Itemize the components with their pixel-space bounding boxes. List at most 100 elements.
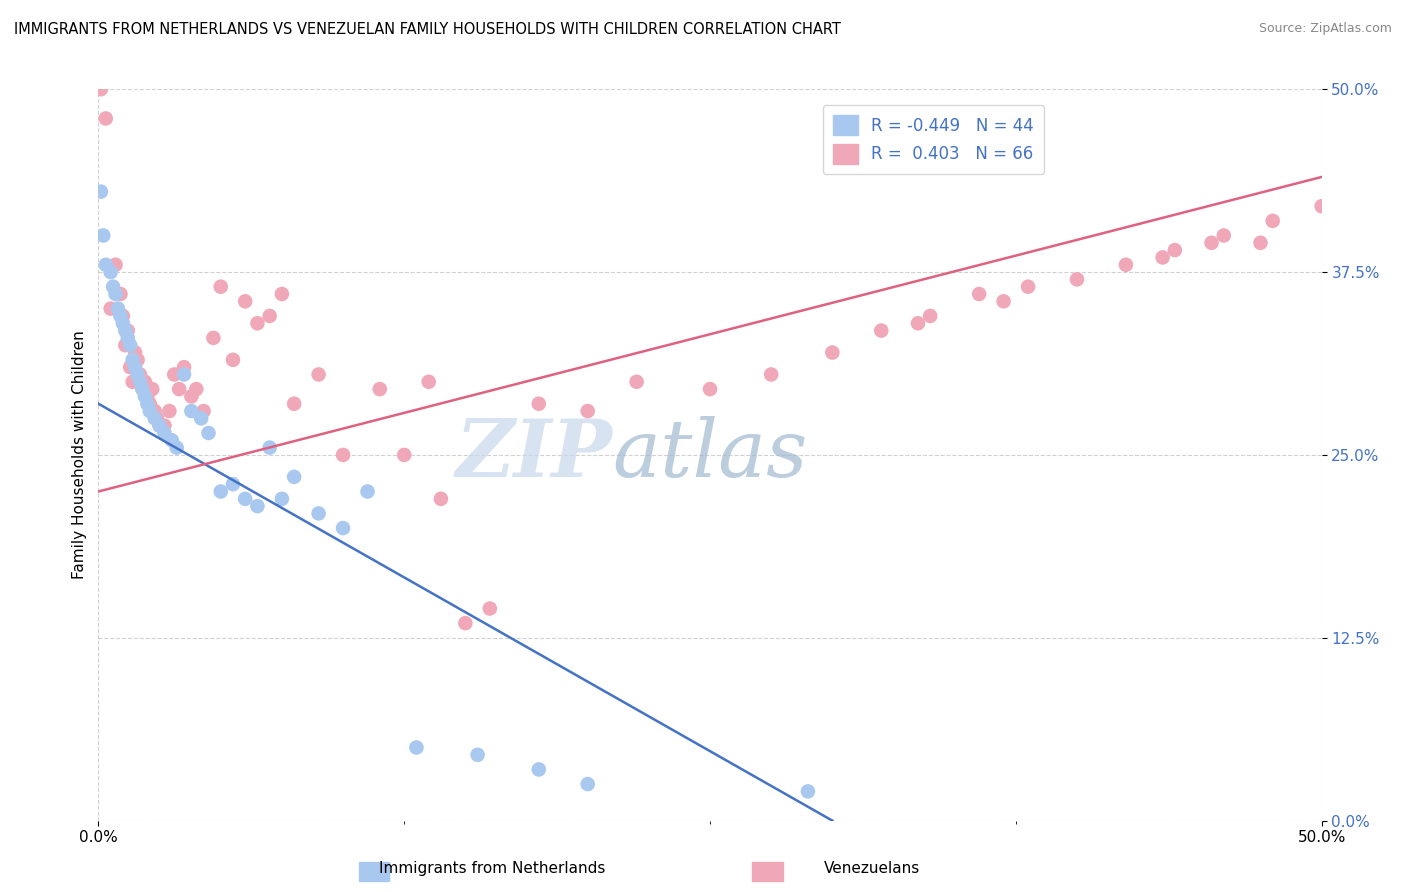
Point <box>821 345 844 359</box>
Point <box>1250 235 1272 250</box>
Point <box>283 397 305 411</box>
Point <box>141 382 163 396</box>
Point <box>478 601 501 615</box>
Point <box>153 425 176 440</box>
Text: atlas: atlas <box>612 417 807 493</box>
Text: ZIP: ZIP <box>456 417 612 493</box>
Point <box>167 382 190 396</box>
Point <box>163 368 186 382</box>
Legend: R = -0.449   N = 44, R =  0.403   N = 66: R = -0.449 N = 44, R = 0.403 N = 66 <box>823 105 1045 174</box>
Point <box>467 747 489 762</box>
Point <box>308 368 330 382</box>
Point <box>129 368 152 382</box>
Point <box>222 352 245 367</box>
Point <box>94 258 117 272</box>
Text: Venezuelans: Venezuelans <box>824 861 920 876</box>
Point <box>1115 258 1137 272</box>
Point <box>870 324 893 338</box>
Point <box>127 368 149 382</box>
Point <box>1310 199 1333 213</box>
Point <box>166 441 188 455</box>
Point <box>111 316 134 330</box>
Point <box>1152 251 1174 265</box>
Point <box>368 382 391 396</box>
Point <box>94 112 117 126</box>
Point <box>186 382 208 396</box>
Point <box>259 441 281 455</box>
Point <box>134 375 156 389</box>
Point <box>967 287 990 301</box>
Point <box>104 287 127 301</box>
Point <box>259 309 281 323</box>
Point <box>114 338 136 352</box>
Point <box>131 382 153 396</box>
Point <box>110 309 132 323</box>
Point <box>110 287 132 301</box>
Point <box>209 279 232 293</box>
Point <box>418 375 440 389</box>
Point <box>139 397 162 411</box>
Point <box>920 309 942 323</box>
Point <box>993 294 1015 309</box>
Point <box>270 287 294 301</box>
Point <box>270 491 294 506</box>
Text: Source: ZipAtlas.com: Source: ZipAtlas.com <box>1258 22 1392 36</box>
Point <box>308 507 330 521</box>
Text: IMMIGRANTS FROM NETHERLANDS VS VENEZUELAN FAMILY HOUSEHOLDS WITH CHILDREN CORREL: IMMIGRANTS FROM NETHERLANDS VS VENEZUELA… <box>14 22 841 37</box>
Point <box>222 477 245 491</box>
Point <box>527 763 550 777</box>
Point <box>527 397 550 411</box>
Point <box>90 82 112 96</box>
Point <box>193 404 215 418</box>
Point <box>100 301 122 316</box>
Point <box>454 616 477 631</box>
Point <box>121 375 143 389</box>
Point <box>332 521 354 535</box>
Y-axis label: Family Households with Children: Family Households with Children <box>72 331 87 579</box>
Point <box>149 418 172 433</box>
Point <box>392 448 416 462</box>
Point <box>283 470 305 484</box>
Point <box>180 389 202 403</box>
Point <box>405 740 427 755</box>
Point <box>332 448 354 462</box>
Point <box>117 324 139 338</box>
Point <box>120 360 142 375</box>
Point <box>100 265 122 279</box>
Point <box>90 185 112 199</box>
Point <box>136 389 159 403</box>
Point <box>246 316 269 330</box>
Point <box>173 368 195 382</box>
Point <box>1201 235 1223 250</box>
Point <box>1066 272 1088 286</box>
Point <box>127 352 149 367</box>
Point <box>136 397 159 411</box>
Point <box>356 484 378 499</box>
Point <box>1164 243 1187 257</box>
Point <box>1212 228 1234 243</box>
Point <box>246 499 269 513</box>
Point <box>907 316 929 330</box>
Point <box>143 411 166 425</box>
Point <box>143 404 166 418</box>
Point <box>160 434 183 448</box>
Point <box>626 375 648 389</box>
Point <box>124 360 146 375</box>
Point <box>107 301 129 316</box>
Point <box>146 411 169 425</box>
Point <box>121 352 143 367</box>
Point <box>1261 214 1284 228</box>
Point <box>124 345 146 359</box>
Point <box>197 425 219 440</box>
Point <box>761 368 783 382</box>
Point <box>430 491 453 506</box>
Point <box>1017 279 1039 293</box>
Point <box>209 484 232 499</box>
Point <box>131 382 153 396</box>
Point <box>233 294 256 309</box>
Point <box>91 228 114 243</box>
Point <box>114 324 136 338</box>
Point <box>202 331 225 345</box>
Point <box>139 404 162 418</box>
Point <box>157 404 180 418</box>
